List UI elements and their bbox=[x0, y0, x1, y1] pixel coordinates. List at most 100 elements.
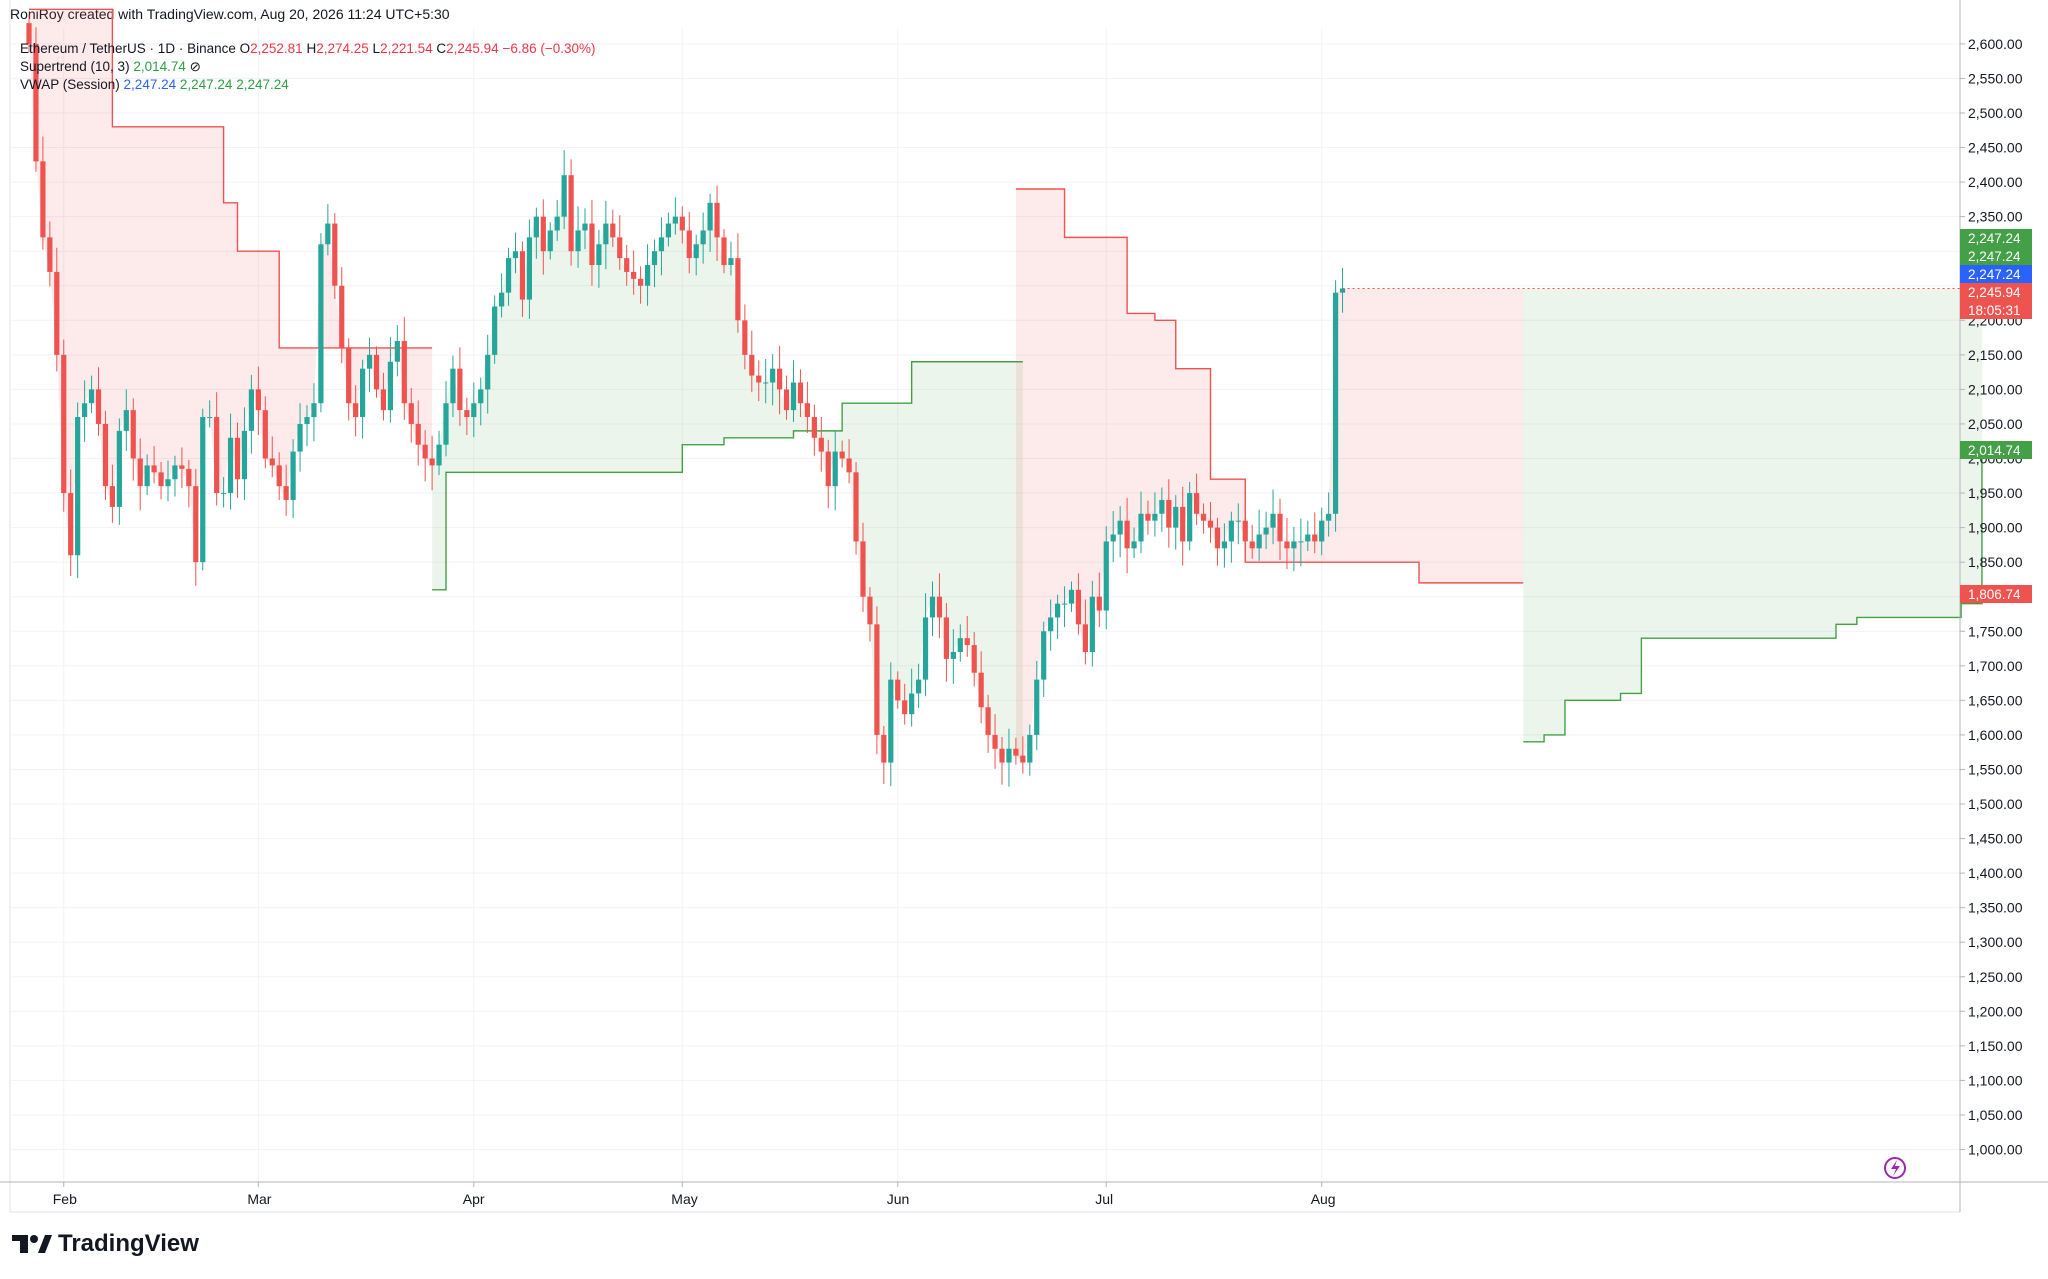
candle-body bbox=[728, 258, 734, 266]
alert-bolt-icon[interactable] bbox=[1884, 1157, 1906, 1179]
candle-body bbox=[1221, 541, 1227, 549]
price-axis[interactable]: 1,000.00 1,050.00 1,100.00 1,150.00 1,200.00… bbox=[0, 0, 2048, 1212]
candle-body bbox=[1298, 541, 1304, 543]
candle-body bbox=[283, 486, 289, 500]
open-label: O bbox=[239, 41, 251, 56]
candle-body bbox=[443, 403, 449, 445]
price-tick-label: 1,300.00 bbox=[1968, 934, 2023, 950]
candle-body bbox=[714, 202, 720, 238]
hidden-eye-icon[interactable]: ⊘ bbox=[189, 59, 201, 74]
supertrend-row[interactable]: Supertrend (10, 3) 2,014.74 ⊘ bbox=[20, 58, 596, 76]
candle-body bbox=[54, 271, 60, 355]
candle-body bbox=[366, 354, 373, 369]
candle-body bbox=[255, 389, 261, 411]
date-tick-label: Feb bbox=[53, 1191, 77, 1207]
supertrend-label[interactable]: Supertrend (10, 3) bbox=[20, 59, 130, 74]
candle-body bbox=[165, 479, 171, 487]
candle-body bbox=[978, 672, 984, 708]
supertrend_down-line bbox=[29, 8, 433, 349]
candle-body bbox=[936, 596, 943, 618]
price-tick-label: 1,500.00 bbox=[1968, 796, 2023, 812]
symbol-name[interactable]: Ethereum / TetherUS · 1D · Binance bbox=[20, 41, 236, 56]
candle-body bbox=[582, 223, 588, 231]
price-tick-label: 1,400.00 bbox=[1968, 865, 2023, 881]
price-tick-label: 1,650.00 bbox=[1968, 692, 2023, 708]
candle-body bbox=[1235, 520, 1241, 522]
candle-body bbox=[929, 596, 936, 618]
candle-body bbox=[1124, 520, 1130, 549]
candle-body bbox=[721, 237, 727, 266]
candle-body bbox=[971, 645, 977, 673]
candle-body bbox=[26, 23, 32, 44]
date-tick-label: Jul bbox=[1095, 1191, 1113, 1207]
candle-body bbox=[526, 237, 532, 300]
candle-body bbox=[1159, 499, 1165, 514]
candle-body bbox=[1187, 493, 1193, 542]
price-tick-label: 1,150.00 bbox=[1968, 1038, 2023, 1054]
candle-body bbox=[227, 437, 234, 494]
candle-body bbox=[276, 465, 282, 487]
chart-legend: Ethereum / TetherUS · 1D · Binance O2,25… bbox=[20, 40, 596, 94]
candle-body bbox=[492, 306, 498, 355]
candle-body bbox=[777, 368, 783, 390]
candle-body bbox=[478, 389, 484, 404]
price-tag-text: 2,247.24 bbox=[1968, 231, 2021, 246]
candle-body bbox=[1034, 679, 1040, 735]
candle-body bbox=[895, 679, 901, 701]
candle-body bbox=[1173, 506, 1179, 528]
candle-body bbox=[992, 734, 998, 749]
price-tag-bg bbox=[1960, 265, 2032, 283]
candle-body bbox=[311, 403, 317, 418]
high-value: 2,274.25 bbox=[316, 41, 369, 56]
vwap-value-1: 2,247.24 bbox=[123, 77, 177, 92]
vwap-value-2: 2,247.24 bbox=[179, 77, 233, 92]
candle-body bbox=[360, 368, 366, 418]
candle-body bbox=[144, 465, 150, 487]
candle-body bbox=[450, 368, 456, 404]
candle-body bbox=[1145, 513, 1151, 521]
candle-body bbox=[68, 493, 74, 556]
price-chart[interactable]: 1,000.00 1,050.00 1,100.00 1,150.00 1,200.00… bbox=[0, 0, 2048, 1230]
candle-body bbox=[839, 451, 845, 459]
supertrend_up-fill bbox=[432, 175, 1023, 763]
price-tag-text: 2,247.24 bbox=[1968, 267, 2021, 282]
price-tick-label: 1,350.00 bbox=[1968, 900, 2023, 916]
candle-body bbox=[756, 375, 762, 383]
price-tick-label: 1,550.00 bbox=[1968, 761, 2023, 777]
candle-body bbox=[512, 251, 519, 259]
candle-body bbox=[408, 403, 414, 424]
candle-body bbox=[1284, 541, 1290, 549]
supertrend-fills bbox=[29, 9, 1982, 763]
candle-body bbox=[332, 223, 338, 286]
price-tags: 2,247.24 2,247.24 2,247.24 2,245.94 18:05:31… bbox=[1342, 229, 2032, 603]
candle-body bbox=[102, 423, 109, 487]
candle-body bbox=[1089, 596, 1095, 652]
price-tag-text: 2,245.94 bbox=[1968, 285, 2021, 300]
candle-body bbox=[193, 486, 199, 563]
candle-body bbox=[749, 354, 755, 376]
candle-body bbox=[658, 237, 665, 252]
candle-body bbox=[1291, 541, 1297, 549]
vwap-label[interactable]: VWAP (Session) bbox=[20, 77, 120, 92]
candle-body bbox=[811, 417, 817, 438]
vwap-row[interactable]: VWAP (Session) 2,247.24 2,247.24 2,247.2… bbox=[20, 76, 596, 94]
price-tag-text: 2,014.74 bbox=[1968, 443, 2021, 458]
candle-body bbox=[1200, 513, 1207, 521]
supertrend_up-line bbox=[432, 361, 1023, 591]
date-axis[interactable]: Feb Mar Apr May Jun Jul Aug bbox=[53, 1182, 1336, 1207]
candle-body bbox=[783, 389, 790, 411]
candle-body bbox=[1305, 534, 1311, 542]
candlesticks bbox=[26, 14, 1346, 787]
date-tick-label: Jun bbox=[887, 1191, 910, 1207]
candle-body bbox=[1082, 624, 1088, 652]
price-tick-label: 2,150.00 bbox=[1968, 347, 2023, 363]
candle-body bbox=[1270, 513, 1276, 528]
candle-body bbox=[1006, 748, 1012, 763]
high-label: H bbox=[306, 41, 317, 56]
price-tick-label: 2,600.00 bbox=[1968, 36, 2023, 52]
price-tick-label: 2,050.00 bbox=[1968, 416, 2023, 432]
candle-body bbox=[1256, 534, 1262, 549]
candle-body bbox=[151, 465, 157, 473]
candle-body bbox=[700, 230, 706, 245]
symbol-row[interactable]: Ethereum / TetherUS · 1D · Binance O2,25… bbox=[20, 40, 596, 58]
